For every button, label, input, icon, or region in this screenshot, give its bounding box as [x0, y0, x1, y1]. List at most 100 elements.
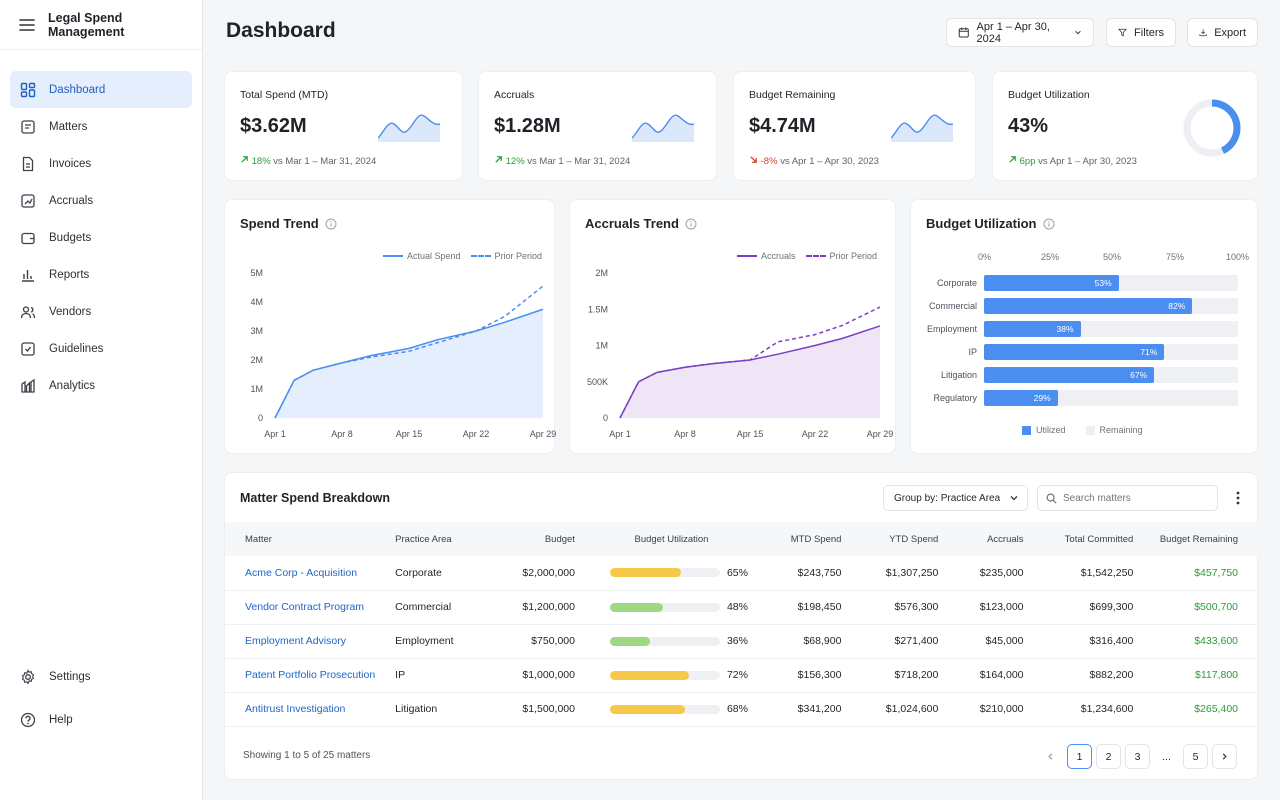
sidebar-item-reports[interactable]: Reports — [10, 256, 192, 293]
ytd-spend-cell: $576,300 — [851, 590, 949, 625]
app-title: Legal Spend Management — [47, 10, 125, 39]
sidebar-item-label: Matters — [49, 120, 88, 133]
y-tick-label: 500K — [587, 377, 608, 387]
column-header[interactable]: MTD Spend — [757, 522, 852, 556]
more-options-button[interactable] — [1229, 487, 1247, 509]
sidebar-item-vendors[interactable]: Vendors — [10, 293, 192, 330]
accruals-cell: $123,000 — [948, 590, 1034, 625]
page-button[interactable]: 1 — [1067, 744, 1092, 769]
prev-page-button[interactable] — [1038, 744, 1063, 769]
table-header-row: Matter Practice Area Budget Budget Utili… — [225, 522, 1258, 556]
sidebar-item-label: Settings — [49, 670, 91, 683]
bar-value-label: 71% — [1140, 347, 1158, 357]
category-label: IP — [968, 347, 977, 357]
matter-link[interactable]: Vendor Contract Program — [225, 590, 386, 625]
kpi-label: Total Spend (MTD) — [240, 89, 329, 101]
bar-track: 53% — [984, 275, 1238, 291]
chart-title: Spend Trend — [240, 216, 337, 231]
bar[interactable] — [984, 367, 1155, 383]
table-row[interactable]: Vendor Contract Program Commercial $1,200,… — [225, 590, 1258, 625]
budget-remaining-cell: $117,800 — [1143, 658, 1258, 693]
chevron-down-icon — [1010, 496, 1018, 501]
table-title: Matter Spend Breakdown — [240, 491, 391, 505]
next-page-button[interactable] — [1212, 744, 1237, 769]
column-header[interactable]: Practice Area — [385, 522, 484, 556]
export-button[interactable]: Export — [1187, 18, 1258, 47]
legend-label: Actual Spend — [407, 251, 461, 261]
category-label: Commercial — [928, 301, 977, 311]
matter-link[interactable]: Patent Portfolio Prosecution — [225, 658, 386, 693]
matter-link[interactable]: Acme Corp - Acquisition — [225, 556, 386, 591]
bar-chart-icon — [22, 269, 34, 282]
info-icon[interactable] — [1043, 218, 1055, 230]
sidebar-item-invoices[interactable]: Invoices — [10, 145, 192, 182]
sidebar-item-help[interactable]: Help — [10, 701, 192, 738]
sidebar-item-accruals[interactable]: Accruals — [10, 182, 192, 219]
ytd-spend-cell: $718,200 — [851, 658, 949, 693]
info-icon[interactable] — [325, 218, 337, 230]
page-button[interactable]: 3 — [1125, 744, 1150, 769]
x-tick-label: Apr 1 — [609, 429, 631, 439]
matter-link[interactable]: Antitrust Investigation — [225, 692, 386, 727]
budget-cell: $1,500,000 — [483, 692, 585, 727]
legend-item: Accruals — [737, 251, 796, 261]
sidebar-item-label: Budgets — [49, 231, 92, 244]
table-row[interactable]: Antitrust Investigation Litigation $1,500,… — [225, 692, 1258, 727]
bar[interactable] — [984, 275, 1119, 291]
group-by-select[interactable]: Group by: Practice Area — [883, 485, 1028, 511]
bar[interactable] — [984, 298, 1193, 314]
column-header[interactable]: Budget Utilization — [584, 522, 758, 556]
column-header[interactable]: YTD Spend — [851, 522, 949, 556]
ytd-spend-cell: $1,024,600 — [851, 692, 949, 727]
bar[interactable] — [984, 344, 1165, 360]
budget-remaining-cell: $500,700 — [1143, 590, 1258, 625]
series-line-current[interactable] — [274, 308, 544, 419]
sidebar-item-budgets[interactable]: Budgets — [10, 219, 192, 256]
total-committed-cell: $882,200 — [1033, 658, 1144, 693]
column-header[interactable]: Budget Remaining — [1143, 522, 1258, 556]
column-header[interactable]: Budget — [483, 522, 585, 556]
bar[interactable] — [984, 390, 1058, 406]
sidebar-nav: Dashboard Matters Invoices Accruals Budg… — [10, 71, 192, 404]
column-header[interactable]: Total Committed — [1033, 522, 1144, 556]
sidebar-item-matters[interactable]: Matters — [10, 108, 192, 145]
series-line-prior[interactable] — [274, 285, 544, 419]
sidebar-item-settings[interactable]: Settings — [10, 658, 192, 695]
practice-area-cell: Litigation — [385, 692, 484, 727]
ytd-spend-cell: $271,400 — [851, 624, 949, 659]
series-line-prior[interactable] — [619, 306, 881, 419]
y-tick-label: 0 — [603, 413, 608, 423]
x-tick-label: Apr 8 — [331, 429, 353, 439]
date-range-picker[interactable]: Apr 1 – Apr 30, 2024 — [946, 18, 1094, 47]
guidelines-icon — [21, 341, 35, 356]
kpi-delta: 6pp — [1019, 156, 1036, 167]
table-row[interactable]: Employment Advisory Employment $750,000 36%… — [225, 624, 1258, 659]
y-tick-label: 1.5M — [588, 304, 608, 314]
column-header[interactable]: Accruals — [948, 522, 1034, 556]
hamburger-menu-icon[interactable] — [18, 16, 36, 34]
column-header[interactable]: Matter — [225, 522, 386, 556]
chevron-left-icon — [1048, 753, 1053, 760]
arrow-up-right-icon — [1009, 156, 1016, 163]
sidebar-item-analytics[interactable]: Analytics — [10, 367, 192, 404]
search-input[interactable] — [1063, 492, 1193, 504]
info-icon[interactable] — [685, 218, 697, 230]
total-committed-cell: $1,542,250 — [1033, 556, 1144, 591]
sidebar-item-label: Reports — [49, 268, 90, 281]
bar[interactable] — [984, 321, 1081, 337]
table-row[interactable]: Acme Corp - Acquisition Corporate $2,000,0… — [225, 556, 1258, 591]
x-tick-label: Apr 1 — [264, 429, 286, 439]
filters-button[interactable]: Filters — [1106, 18, 1176, 47]
series-area — [275, 309, 543, 418]
table-row[interactable]: Patent Portfolio Prosecution IP $1,000,000… — [225, 658, 1258, 693]
page-button[interactable]: 2 — [1096, 744, 1121, 769]
sidebar-item-label: Analytics — [49, 379, 96, 392]
sidebar-item-dashboard[interactable]: Dashboard — [10, 71, 192, 108]
chart-legend: Accruals Prior Period — [727, 251, 877, 261]
matter-link[interactable]: Employment Advisory — [225, 624, 386, 659]
page-button[interactable]: 5 — [1183, 744, 1208, 769]
legend-label: Accruals — [761, 251, 796, 261]
sidebar-item-label: Accruals — [49, 194, 94, 207]
sidebar-item-guidelines[interactable]: Guidelines — [10, 330, 192, 367]
sidebar: Legal Spend Management Dashboard Matters… — [0, 0, 203, 800]
